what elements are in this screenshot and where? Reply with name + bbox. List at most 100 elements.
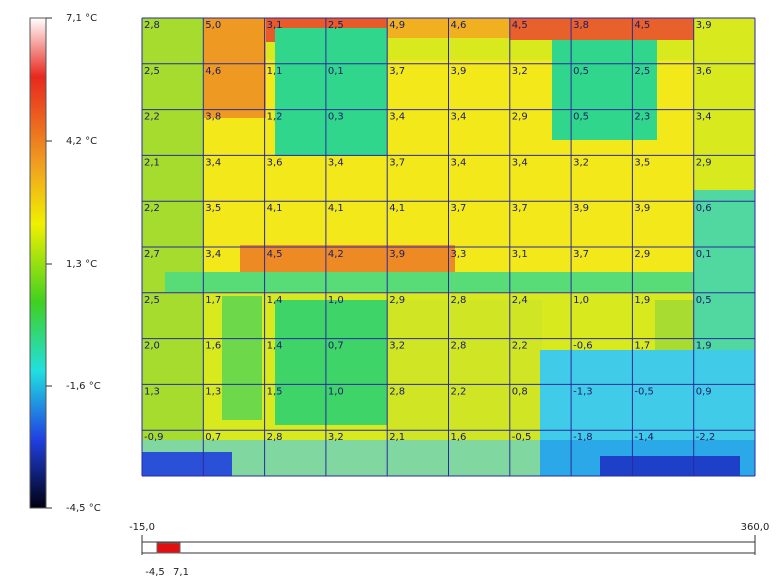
cell-value: 3,2 [389,341,405,352]
cell-value: 3,7 [451,203,467,214]
cell-value: 4,9 [389,20,405,31]
cell-value: 4,6 [205,66,221,77]
cell-value: 3,2 [512,66,528,77]
cell-value: 1,0 [328,386,344,397]
grid [141,17,756,477]
cell-value: 2,5 [328,20,344,31]
cell-value: 3,4 [328,157,344,168]
cell-value: 0,6 [696,203,712,214]
cell-value: 3,1 [267,20,283,31]
cell-value: 2,7 [144,249,160,260]
cell-value: -1,4 [634,432,654,443]
cell-value: 4,1 [267,203,283,214]
cell-value: 1,2 [267,112,283,123]
cell-value: 4,2 [328,249,344,260]
cell-value: 3,6 [267,157,283,168]
scale-label: 4,2 °C [66,136,97,147]
cell-value: 0,1 [696,249,712,260]
cell-value: -1,8 [573,432,593,443]
cell-value: 3,4 [512,157,528,168]
cell-value: 2,9 [389,295,405,306]
cell-value: 1,9 [634,295,650,306]
cell-value: 3,7 [389,66,405,77]
cell-value: 0,3 [328,112,344,123]
cell-value: 3,2 [328,432,344,443]
scale-label: -4,5 °C [66,503,101,514]
cell-value: 2,8 [389,386,405,397]
cell-value: 2,9 [634,249,650,260]
range-handle[interactable] [156,542,181,554]
cell-value: 2,2 [451,386,467,397]
color-scale [29,17,47,509]
cell-value: 2,2 [512,341,528,352]
cell-value: 3,3 [451,249,467,260]
cell-value: 2,0 [144,341,160,352]
cell-value: 0,5 [696,295,712,306]
cell-value: 3,9 [451,66,467,77]
range-slider [141,535,756,555]
cell-value: 2,5 [144,295,160,306]
cell-value: 4,1 [389,203,405,214]
cell-value: 5,0 [205,20,221,31]
cell-value: 3,1 [512,249,528,260]
cell-value: 0,5 [573,66,589,77]
scale-label: 1,3 °C [66,259,97,270]
cell-value: 2,4 [512,295,528,306]
cell-value: 2,8 [451,295,467,306]
cell-value: 4,5 [267,249,283,260]
cell-value: 4,6 [451,20,467,31]
cell-value: 3,9 [389,249,405,260]
cell-value: 1,6 [205,341,221,352]
cell-value: 2,9 [512,112,528,123]
cell-value: 1,0 [573,295,589,306]
cell-value: 2,8 [144,20,160,31]
scale-label: -1,6 °C [66,381,101,392]
cell-value: 3,4 [451,157,467,168]
cell-value: 0,8 [512,386,528,397]
cell-value: 2,1 [389,432,405,443]
cell-value: -1,3 [573,386,593,397]
cell-value: 1,6 [451,432,467,443]
cell-value: 1,7 [634,341,650,352]
cell-value: 2,8 [451,341,467,352]
cell-value: 3,5 [205,203,221,214]
cell-value: -0,6 [573,341,593,352]
range-min: -15,0 [129,522,155,533]
cell-value: 2,3 [634,112,650,123]
cell-value: 3,6 [696,66,712,77]
cell-value: 2,5 [144,66,160,77]
cell-value: 4,5 [512,20,528,31]
cell-value: 1,3 [144,386,160,397]
cell-values: 2,8 5,0 3,1 2,5 4,9 4,6 4,5 3,8 4,5 3,9 2,5 4,6 1,1 0… [144,20,715,443]
cell-value: 1,4 [267,341,283,352]
cell-value: 1,3 [205,386,221,397]
cell-value: 1,1 [267,66,283,77]
cell-value: 1,7 [205,295,221,306]
cell-value: 3,9 [634,203,650,214]
scale-ticks [46,17,52,509]
cell-value: 0,7 [328,341,344,352]
cell-value: 2,2 [144,112,160,123]
cell-value: 2,5 [634,66,650,77]
cell-value: 3,4 [451,112,467,123]
cell-value: 2,2 [144,203,160,214]
cell-value: 3,5 [634,157,650,168]
cell-value: 1,4 [267,295,283,306]
cell-value: 3,7 [573,249,589,260]
cell-value: 1,0 [328,295,344,306]
cell-value: 4,5 [634,20,650,31]
cell-value: 0,7 [205,432,221,443]
cell-value: 3,4 [696,112,712,123]
range-low: -4,5 [145,567,165,578]
cell-value: 3,4 [205,249,221,260]
cell-value: -0,9 [144,432,164,443]
cell-value: 0,5 [573,112,589,123]
cell-value: 3,4 [389,112,405,123]
cell-value: 0,9 [696,386,712,397]
scale-label: 7,1 °C [66,13,97,24]
cell-value: 0,1 [328,66,344,77]
cell-value: 3,9 [573,203,589,214]
cell-value: 3,8 [205,112,221,123]
cell-value: -2,2 [696,432,716,443]
